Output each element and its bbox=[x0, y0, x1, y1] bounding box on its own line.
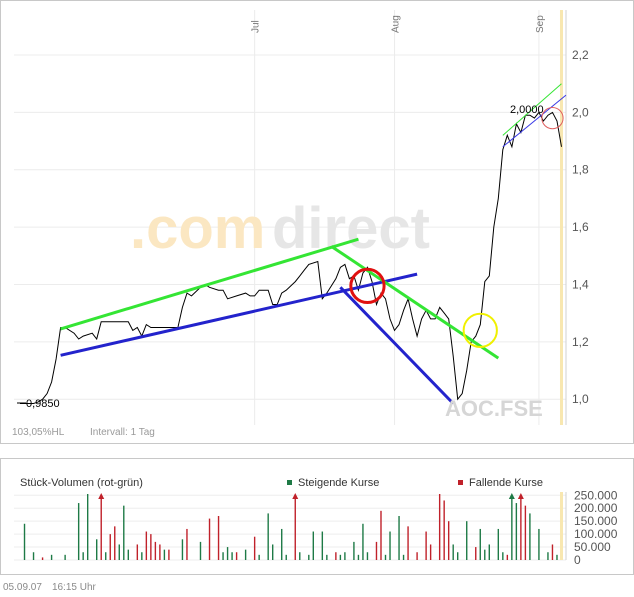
y-tick-label: 2,0 bbox=[572, 105, 589, 119]
trend-line bbox=[330, 245, 500, 360]
volume-overflow-arrow bbox=[292, 493, 299, 499]
price-chart: .com direct Jul Aug Sep 2,2 2,0 1,8 1,6 1,4 1,2… bbox=[0, 0, 634, 444]
footer-date: 05.09.07 bbox=[3, 582, 42, 593]
volume-overflow-arrow bbox=[517, 493, 524, 499]
volume-chart-frame bbox=[0, 458, 634, 575]
volume-y-tick-label: 50.000 bbox=[574, 540, 611, 554]
volume-grid bbox=[14, 492, 567, 561]
min-label: 0,9850 bbox=[17, 398, 60, 410]
y-tick-label: 1,6 bbox=[572, 220, 589, 234]
x-tick-label: Sep bbox=[535, 15, 546, 33]
trend-overlays bbox=[60, 83, 567, 405]
volume-chart: Stück-Volumen (rot-grün) Steigende Kurse… bbox=[0, 458, 634, 575]
legend-falling: Fallende Kurse bbox=[458, 477, 543, 489]
watermark: .com direct bbox=[130, 196, 430, 261]
footer-time: 16:15 Uhr bbox=[51, 582, 96, 593]
current-day-highlight bbox=[559, 10, 563, 425]
legend-rising-swatch bbox=[287, 480, 292, 485]
y-tick-label: 2,2 bbox=[572, 48, 589, 62]
volume-y-tick-label: 150.000 bbox=[574, 514, 618, 528]
x-axis-labels: Jul Aug Sep bbox=[251, 15, 546, 33]
y-tick-label: 1,4 bbox=[572, 277, 589, 291]
trend-line bbox=[60, 272, 418, 357]
min-value: 0,9850 bbox=[26, 398, 60, 410]
volume-highlight bbox=[559, 492, 563, 560]
x-tick-label: Jul bbox=[251, 20, 262, 33]
trend-line bbox=[339, 286, 455, 405]
trend-line bbox=[60, 237, 359, 331]
volume-title: Stück-Volumen (rot-grün) bbox=[20, 477, 143, 489]
trend-line bbox=[502, 94, 567, 148]
legend-falling-label: Fallende Kurse bbox=[469, 477, 543, 489]
y-tick-label: 1,0 bbox=[572, 392, 589, 406]
trend-line bbox=[502, 83, 562, 136]
interval-info: Intervall: 1 Tag bbox=[90, 427, 155, 438]
y-tick-label: 1,2 bbox=[572, 335, 589, 349]
legend-rising-label: Steigende Kurse bbox=[298, 477, 379, 489]
marker-circle bbox=[349, 267, 386, 305]
volume-bars bbox=[23, 493, 558, 560]
marker-circle bbox=[462, 312, 498, 348]
x-tick-label: Aug bbox=[391, 15, 402, 33]
max-value: 2,0000 bbox=[510, 104, 544, 116]
watermark-suffix: direct bbox=[272, 196, 430, 261]
y-tick-label: 1,8 bbox=[572, 163, 589, 177]
volume-overflow-arrow bbox=[508, 493, 515, 499]
y-axis-ticks: 2,2 2,0 1,8 1,6 1,4 1,2 1,0 bbox=[572, 48, 589, 406]
legend-rising: Steigende Kurse bbox=[287, 477, 379, 489]
volume-y-tick-label: 200.000 bbox=[574, 501, 618, 515]
volume-y-tick-label: 250.000 bbox=[574, 488, 618, 502]
watermark-prefix: .com bbox=[130, 196, 265, 261]
volume-overflow-arrow bbox=[98, 493, 105, 499]
marker-circle bbox=[541, 107, 564, 130]
change-info: 103,05%HL bbox=[12, 427, 65, 438]
symbol-label: AOC.FSE bbox=[445, 396, 543, 421]
volume-y-tick-label: 100.000 bbox=[574, 527, 618, 541]
price-chart-frame bbox=[0, 0, 634, 444]
legend-falling-swatch bbox=[458, 480, 463, 485]
footer-timestamp: 05.09.07 16:15 Uhr bbox=[3, 582, 106, 593]
volume-y-tick-label: 0 bbox=[574, 553, 581, 567]
price-line bbox=[20, 111, 562, 404]
